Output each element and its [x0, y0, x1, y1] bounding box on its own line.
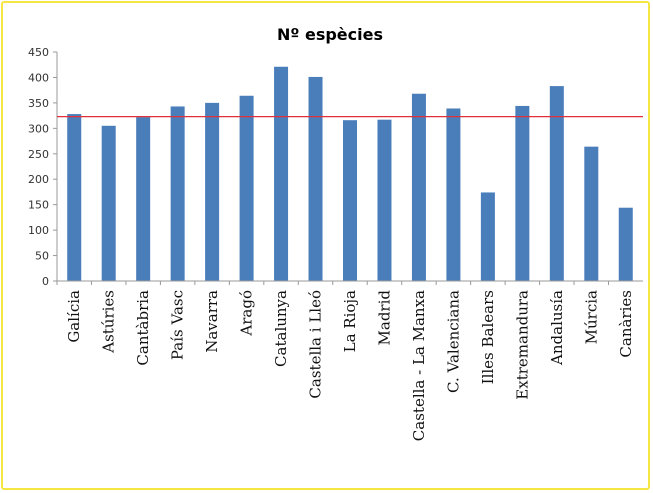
x-tick-label: Illes Balears: [479, 290, 497, 384]
y-tick-label: 0: [42, 275, 49, 288]
x-tick-label: Cantàbria: [134, 290, 152, 366]
x-tick-label: Castella - La Manxa: [410, 290, 428, 441]
bar: [446, 108, 461, 281]
y-axis-ticks: 0 50 100 150 200 250 300 350 400 450: [28, 46, 57, 288]
bars-group: [67, 66, 633, 282]
y-tick-label: 350: [28, 97, 49, 110]
y-tick-label: 50: [35, 250, 49, 263]
y-tick-label: 450: [28, 46, 49, 59]
y-tick-label: 300: [28, 122, 49, 135]
bar: [515, 105, 530, 281]
y-tick-label: 100: [28, 224, 49, 237]
x-tick-label: Múrcia: [582, 290, 600, 344]
bar: [480, 192, 495, 281]
y-tick-label: 200: [28, 173, 49, 186]
y-tick-label: 150: [28, 199, 49, 212]
bar: [618, 207, 633, 281]
bar: [170, 106, 185, 281]
bar: [67, 114, 82, 281]
bar: [274, 66, 289, 281]
x-tick-label: País Vasc: [169, 290, 187, 360]
bar: [584, 146, 599, 281]
x-tick-label: C. Valenciana: [444, 290, 462, 393]
x-tick-label: Castella i Lleó: [307, 290, 325, 399]
bar: [549, 86, 564, 282]
x-tick-label: Galícia: [65, 290, 83, 343]
y-tick-label: 250: [28, 148, 49, 161]
bar: [205, 102, 220, 281]
x-tick-label: Navarra: [203, 290, 221, 353]
bar: [411, 93, 426, 282]
bar: [239, 95, 254, 282]
bar: [343, 120, 357, 282]
x-tick-label: Aragó: [238, 290, 256, 337]
x-axis-labels: Galícia Astúries Cantàbria País Vasc Navarra…: [56, 281, 635, 441]
bar: [377, 119, 392, 281]
chart-title: Nº espècies: [277, 25, 383, 44]
x-tick-label: Astúries: [100, 290, 118, 354]
bar: [308, 76, 323, 282]
x-tick-label: Andalusía: [548, 290, 566, 366]
x-tick-label: Madrid: [375, 290, 393, 346]
y-tick-label: 400: [28, 71, 49, 84]
x-tick-label: La Rioja: [341, 290, 359, 352]
x-tick-label: Extremandura: [513, 290, 531, 400]
bar: [136, 117, 151, 281]
bar: [101, 125, 116, 282]
x-tick-label: Canàries: [617, 290, 635, 358]
x-tick-label: Catalunya: [272, 290, 290, 367]
